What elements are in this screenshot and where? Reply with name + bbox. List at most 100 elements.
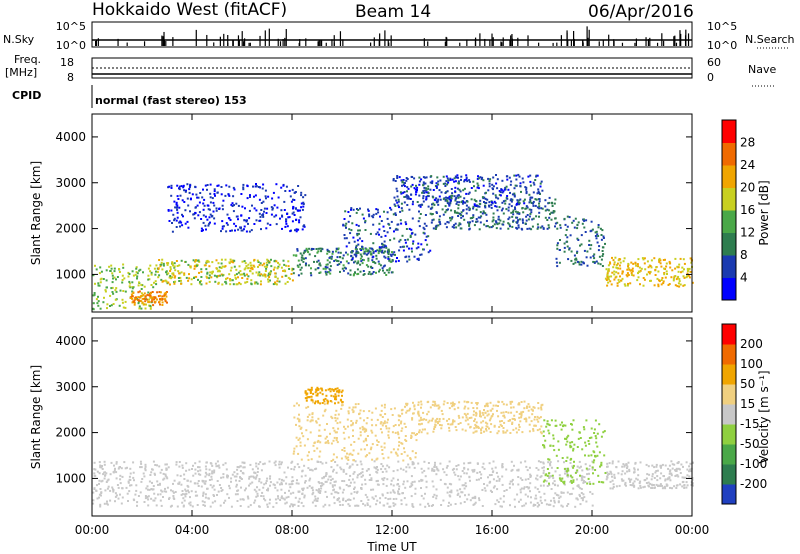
data-cell bbox=[515, 216, 517, 219]
data-cell bbox=[133, 296, 136, 299]
colorbar-segment bbox=[722, 255, 736, 278]
data-cell bbox=[455, 226, 458, 229]
data-cell bbox=[593, 459, 596, 462]
data-cell bbox=[242, 466, 245, 469]
data-cell bbox=[463, 412, 466, 415]
data-cell bbox=[357, 260, 360, 263]
data-cell bbox=[513, 414, 516, 417]
data-cell bbox=[415, 439, 418, 442]
data-cell bbox=[396, 228, 399, 231]
data-cell bbox=[337, 260, 340, 263]
data-cell bbox=[501, 464, 504, 467]
data-cell bbox=[329, 269, 332, 272]
data-cell bbox=[457, 423, 460, 425]
data-cell bbox=[368, 250, 371, 253]
data-cell bbox=[300, 259, 303, 262]
data-cell bbox=[542, 227, 545, 230]
data-cell bbox=[596, 241, 599, 244]
data-cell bbox=[665, 265, 668, 268]
data-cell bbox=[109, 270, 112, 272]
data-cell bbox=[658, 257, 661, 260]
data-cell bbox=[375, 271, 377, 274]
data-cell bbox=[682, 465, 684, 468]
data-cell bbox=[388, 259, 391, 262]
data-cell bbox=[222, 463, 225, 466]
data-cell bbox=[114, 289, 117, 292]
data-cell bbox=[471, 469, 474, 472]
data-cell bbox=[492, 413, 494, 416]
data-cell bbox=[255, 490, 258, 493]
data-cell bbox=[147, 291, 150, 294]
data-cell bbox=[435, 466, 438, 469]
data-cell bbox=[319, 441, 322, 444]
data-cell bbox=[202, 221, 205, 224]
data-cell bbox=[583, 249, 586, 252]
data-cell bbox=[396, 201, 399, 204]
data-cell bbox=[498, 206, 501, 209]
x-tick-label: 20:00 bbox=[575, 523, 610, 537]
data-cell bbox=[262, 183, 265, 186]
data-cell bbox=[144, 295, 147, 298]
data-cell bbox=[292, 207, 294, 210]
data-cell bbox=[678, 263, 681, 266]
data-cell bbox=[399, 191, 402, 194]
data-cell bbox=[128, 282, 131, 285]
data-cell bbox=[299, 268, 302, 271]
data-cell bbox=[237, 204, 240, 207]
data-cell bbox=[313, 499, 316, 502]
data-cell bbox=[511, 193, 514, 196]
data-cell bbox=[539, 496, 542, 499]
data-cell bbox=[500, 420, 503, 422]
data-cell bbox=[342, 431, 345, 434]
data-cell bbox=[537, 226, 540, 229]
data-cell bbox=[102, 301, 105, 304]
data-cell bbox=[347, 410, 350, 413]
data-cell bbox=[555, 257, 558, 260]
data-cell bbox=[356, 491, 358, 494]
data-cell bbox=[466, 418, 469, 421]
data-cell bbox=[184, 209, 187, 212]
data-cell bbox=[563, 483, 566, 486]
data-cell bbox=[688, 267, 691, 270]
data-cell bbox=[501, 400, 504, 403]
data-cell bbox=[460, 491, 463, 494]
data-cell bbox=[514, 210, 517, 213]
data-cell bbox=[623, 283, 626, 286]
data-cell bbox=[642, 284, 645, 287]
data-cell bbox=[556, 221, 559, 224]
data-cell bbox=[420, 403, 423, 406]
data-cell bbox=[537, 190, 540, 193]
data-cell bbox=[488, 180, 491, 183]
data-cell bbox=[156, 298, 158, 301]
data-cell bbox=[513, 187, 516, 190]
data-cell bbox=[326, 495, 328, 498]
data-cell bbox=[382, 504, 385, 507]
data-cell bbox=[304, 257, 307, 260]
data-cell bbox=[440, 409, 443, 412]
data-cell bbox=[508, 216, 511, 219]
data-cell bbox=[354, 271, 356, 274]
data-cell bbox=[296, 248, 299, 251]
data-cell bbox=[197, 473, 200, 476]
data-cell bbox=[442, 468, 445, 471]
data-cell bbox=[417, 403, 420, 406]
data-cell bbox=[334, 387, 337, 390]
freq-panel: Freq. [MHz] 18 8 60 0 Nave bbox=[5, 53, 776, 87]
data-cell bbox=[104, 474, 106, 477]
data-cell bbox=[300, 256, 303, 259]
data-cell bbox=[218, 484, 221, 486]
data-cell bbox=[211, 272, 214, 275]
data-cell bbox=[306, 419, 309, 422]
data-cell bbox=[225, 184, 228, 187]
data-cell bbox=[417, 220, 420, 223]
data-cell bbox=[405, 404, 408, 407]
data-cell bbox=[478, 205, 481, 208]
data-cell bbox=[531, 218, 534, 221]
data-cell bbox=[154, 300, 157, 303]
data-cell bbox=[404, 438, 407, 441]
data-cell bbox=[615, 485, 618, 488]
data-cell bbox=[659, 464, 662, 467]
data-cell bbox=[310, 458, 313, 461]
data-cell bbox=[492, 470, 495, 473]
data-cell bbox=[448, 501, 450, 504]
